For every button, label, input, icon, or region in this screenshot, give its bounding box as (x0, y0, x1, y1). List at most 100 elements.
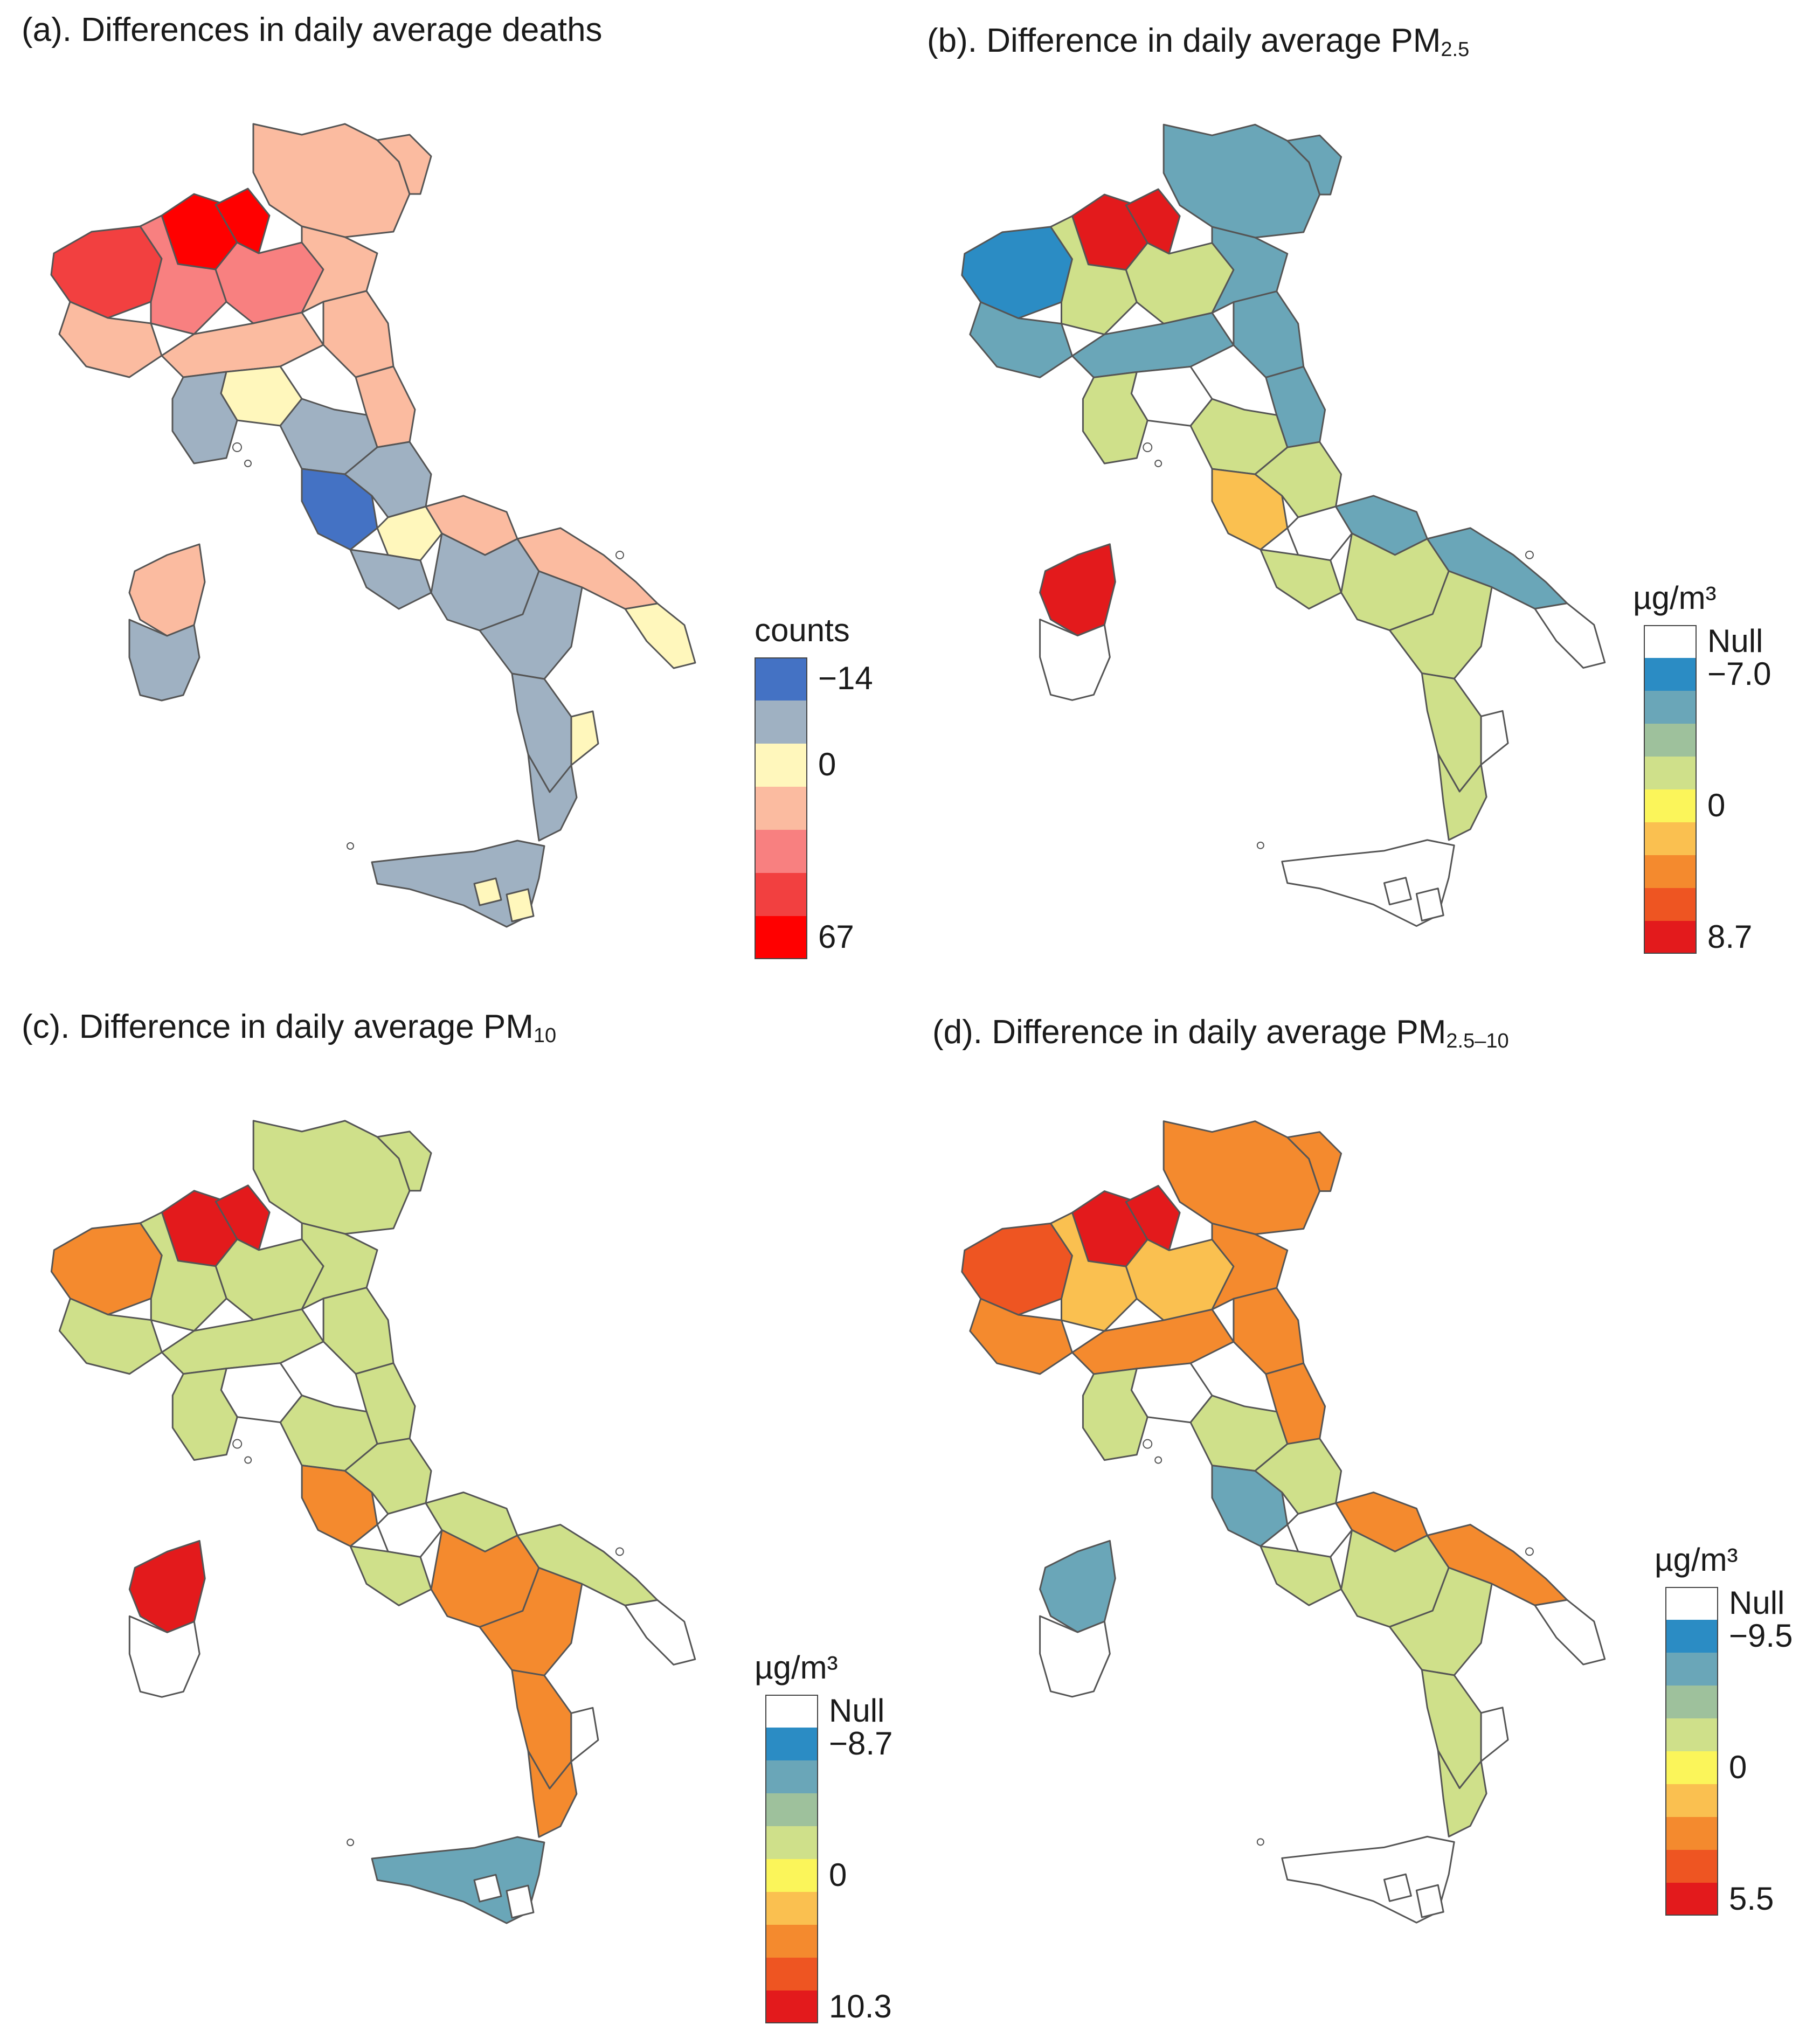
legend-swatch (1644, 921, 1697, 954)
panel-c-map (50, 1120, 696, 1924)
map-region (1421, 1669, 1482, 1790)
map-island (1143, 1439, 1153, 1449)
map-region (139, 214, 227, 335)
map-region (961, 1222, 1073, 1316)
panel-b-title: (b). Difference in daily average PM2.5 (927, 22, 1469, 61)
map-region (1050, 215, 1138, 336)
legend-swatch (755, 873, 807, 916)
panel-b-title-sub: 2.5 (1441, 38, 1470, 61)
map-island (1154, 460, 1162, 468)
map-regions (50, 1120, 696, 1924)
panel-b-map (961, 123, 1606, 927)
legend-swatch (755, 657, 807, 701)
legend-swatch (1665, 1784, 1718, 1817)
panel-b-legend-title: µg/m³ (1633, 580, 1717, 616)
map-region (128, 543, 206, 637)
map-region (1437, 753, 1487, 841)
legend-tick-label: 5.5 (1729, 1880, 1774, 1917)
map-region (1039, 1615, 1111, 1698)
panel-a-legend-title: counts (755, 612, 850, 648)
map-region (371, 840, 545, 928)
map-region (1125, 242, 1235, 325)
legend-swatch (765, 1826, 818, 1859)
map-region (473, 1874, 502, 1903)
legend-swatch (765, 1793, 818, 1826)
map-island (244, 460, 252, 467)
map-region (1281, 1835, 1455, 1924)
legend-swatch (1644, 888, 1697, 921)
map-island (1525, 550, 1534, 559)
panel-d-map (961, 1120, 1606, 1924)
legend-swatch (1644, 658, 1697, 691)
map-region (344, 1438, 432, 1515)
panel-d-title-sub: 2.5–10 (1446, 1030, 1509, 1052)
map-region (128, 1615, 200, 1698)
map-region (1233, 1287, 1305, 1375)
map-region (252, 1120, 411, 1235)
legend-tick-label: Null (829, 1692, 885, 1729)
legend-swatch (1644, 757, 1697, 789)
legend-swatch (1665, 1587, 1718, 1620)
map-region (322, 290, 395, 378)
legend-swatch (755, 916, 807, 959)
legend-swatch (1665, 1817, 1718, 1850)
legend-tick-label: 0 (818, 746, 836, 782)
map-region (1480, 1707, 1509, 1763)
map-region (969, 1298, 1073, 1375)
map-region (1254, 1438, 1342, 1515)
map-island (1525, 1547, 1534, 1556)
map-region (1383, 877, 1412, 906)
map-region (1480, 710, 1509, 766)
legend-tick-label: −7.0 (1707, 655, 1771, 692)
map-region (1039, 1539, 1116, 1633)
legend-swatch (765, 1958, 818, 1991)
map-island (1154, 1456, 1162, 1464)
map-region (1050, 1211, 1138, 1332)
panel-b: (b). Difference in daily average PM2.5 µ… (911, 0, 1820, 997)
map-region (214, 1238, 324, 1321)
map-region (1082, 1368, 1148, 1461)
map-regions (961, 123, 1606, 927)
legend-swatch (1665, 1751, 1718, 1784)
legend-swatch (755, 744, 807, 787)
legend-swatch (765, 1925, 818, 1958)
map-region (376, 1131, 432, 1192)
legend-swatch (1665, 1686, 1718, 1718)
map-region (570, 710, 599, 766)
map-island (232, 1439, 243, 1449)
panel-c: (c). Difference in daily average PM10 µg… (0, 997, 911, 2024)
map-region (624, 602, 696, 669)
map-region (371, 1836, 545, 1924)
map-island (232, 442, 242, 452)
map-region (1286, 134, 1342, 196)
legend-swatch (765, 1760, 818, 1793)
legend-swatch (1665, 1883, 1718, 1916)
panel-d: (d). Difference in daily average PM2.5–1… (911, 997, 1820, 1993)
legend-tick-label: Null (1707, 622, 1763, 659)
map-region (1125, 1185, 1181, 1251)
legend-swatch (765, 1728, 818, 1760)
map-region (511, 672, 572, 793)
map-region (128, 619, 200, 702)
legend-swatch (1665, 1620, 1718, 1653)
legend-swatch (755, 701, 807, 744)
map-island (1256, 841, 1264, 849)
map-region (969, 301, 1073, 378)
map-island (1143, 442, 1153, 453)
map-region (527, 753, 578, 842)
map-region (570, 1707, 599, 1763)
panel-c-title-sub: 10 (533, 1024, 557, 1047)
panel-c-title: (c). Difference in daily average PM10 (22, 1008, 556, 1048)
map-region (344, 441, 432, 518)
legend-swatch (765, 1892, 818, 1925)
map-region (1383, 1873, 1412, 1902)
map-regions (961, 1120, 1606, 1924)
map-region (376, 134, 432, 195)
map-region (322, 1287, 395, 1375)
map-region (1162, 123, 1321, 239)
legend-swatch (1644, 625, 1697, 658)
panel-a-title: (a). Differences in daily average deaths (22, 11, 603, 51)
map-region (58, 1298, 163, 1375)
map-region (1415, 887, 1444, 922)
map-region (171, 1368, 238, 1461)
